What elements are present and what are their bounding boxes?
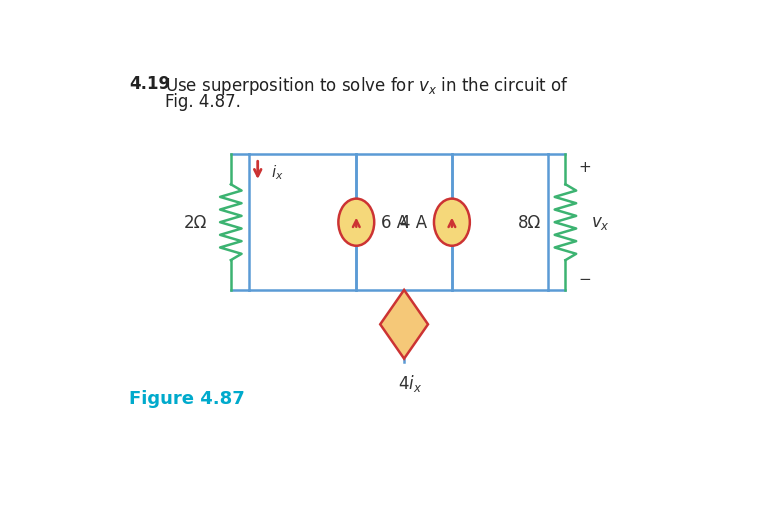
Polygon shape: [380, 290, 428, 359]
Text: 8Ω: 8Ω: [518, 214, 541, 232]
Text: $v_x$: $v_x$: [591, 214, 609, 232]
Text: Use superposition to solve for $v_x$ in the circuit of: Use superposition to solve for $v_x$ in …: [165, 75, 569, 97]
Text: Fig. 4.87.: Fig. 4.87.: [165, 93, 241, 110]
Text: 4.19: 4.19: [130, 75, 170, 93]
Text: −: −: [578, 271, 591, 286]
Text: 6 A: 6 A: [382, 214, 409, 232]
Text: −: −: [388, 315, 399, 328]
Text: +: +: [578, 159, 591, 175]
Ellipse shape: [434, 199, 470, 246]
Text: Figure 4.87: Figure 4.87: [130, 389, 245, 407]
Text: +: +: [408, 315, 419, 328]
Text: $i_x$: $i_x$: [271, 163, 284, 182]
Text: $4i_x$: $4i_x$: [398, 373, 423, 393]
Ellipse shape: [338, 199, 374, 246]
Text: 2Ω: 2Ω: [183, 214, 207, 232]
Text: 4 A: 4 A: [399, 214, 427, 232]
